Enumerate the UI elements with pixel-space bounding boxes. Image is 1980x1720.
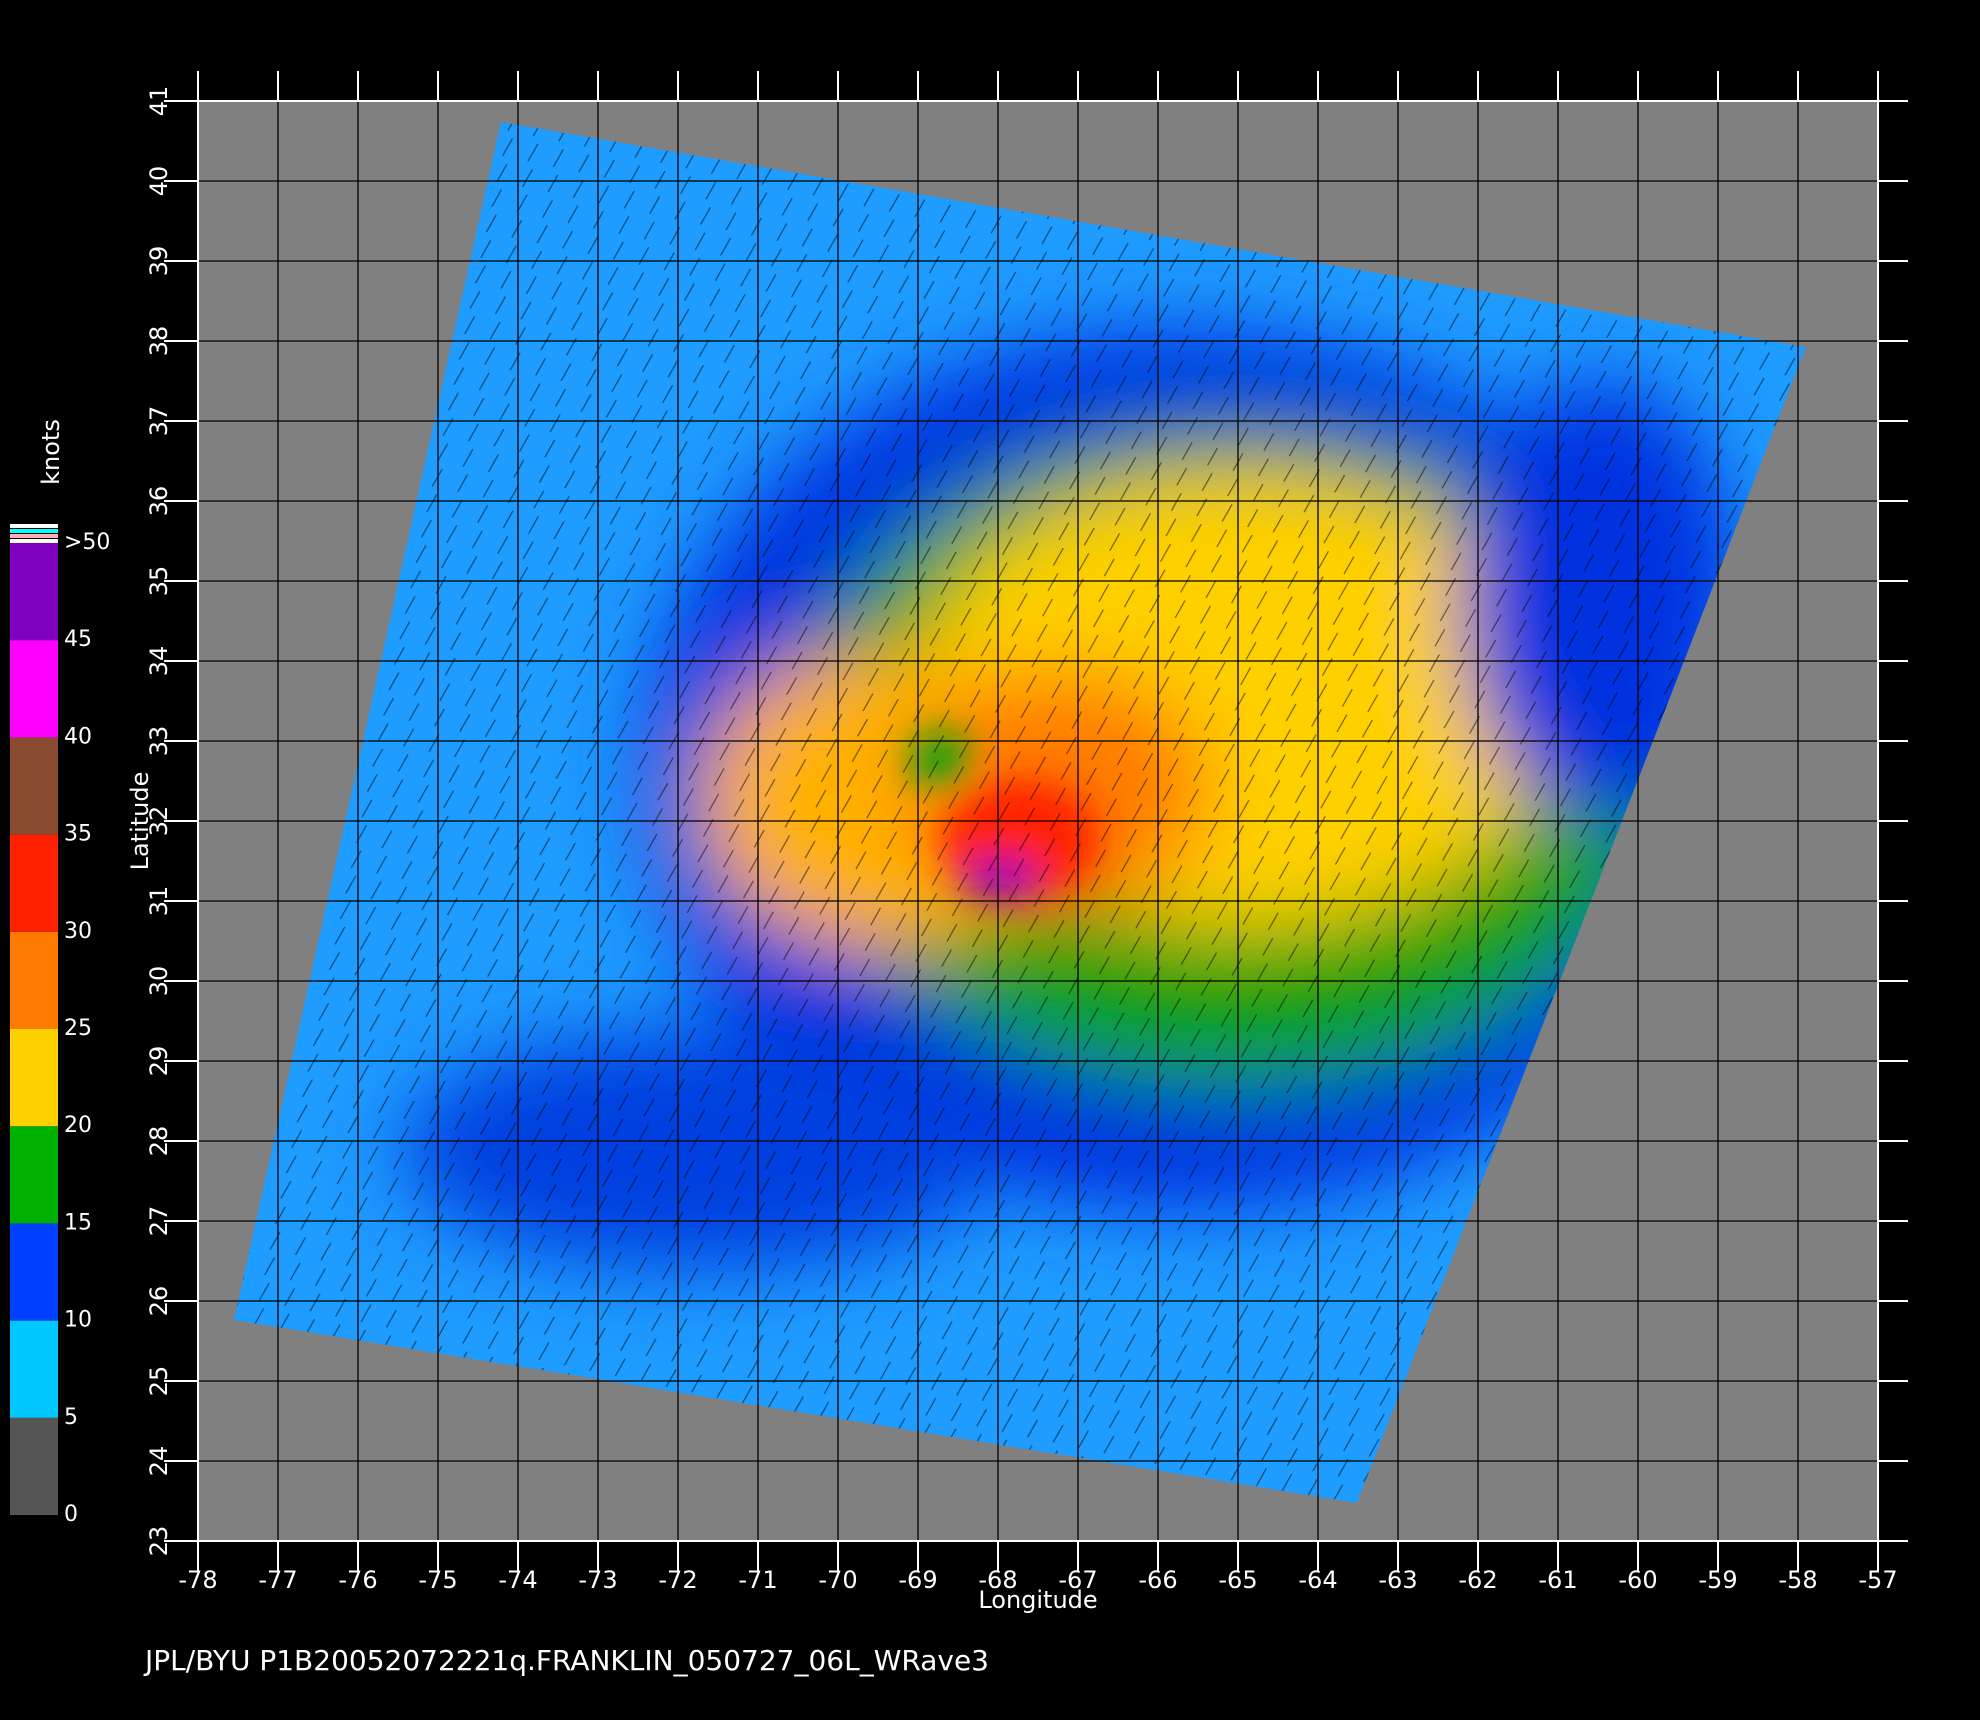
y-axis-label: Latitude [126,772,154,871]
y-tick-label: 40 [145,166,173,197]
x-tick-label: -69 [898,1566,937,1594]
colorbar-tick-label: 15 [64,1210,92,1235]
x-tick-label: -73 [578,1566,617,1594]
colorbar-tick-label: 45 [64,627,92,652]
colorbar-tick-label: 40 [64,724,92,749]
y-tick-label: 37 [145,406,173,437]
colorbar-band [10,543,58,641]
colorbar-tick-label: 10 [64,1308,92,1333]
colorbar-band [10,1320,58,1418]
colorbar-band [10,640,58,738]
y-tick-label: 34 [145,646,173,677]
y-tick-label: 28 [145,1126,173,1157]
y-tick-label: 29 [145,1046,173,1077]
x-tick-label: -68 [978,1566,1017,1594]
colorbar-cap [10,539,58,543]
x-tick-label: -63 [1378,1566,1417,1594]
colorbar-tick-label: 20 [64,1113,92,1138]
x-tick-label: -59 [1698,1566,1737,1594]
y-tick-label: 31 [145,886,173,917]
colorbar-tick-label: >50 [64,530,110,555]
x-tick-label: -66 [1138,1566,1177,1594]
x-tick-label: -62 [1458,1566,1497,1594]
y-tick-label: 39 [145,246,173,277]
x-tick-label: -72 [658,1566,697,1594]
x-tick-label: -70 [818,1566,857,1594]
footer: JPL/BYU P1B20052072221q.FRANKLIN_050727_… [143,1644,989,1677]
y-tick-label: 36 [145,486,173,517]
x-tick-label: -71 [738,1566,777,1594]
y-tick-label: 23 [145,1526,173,1557]
colorbar-band [10,834,58,932]
colorbar-cap [10,524,58,528]
x-tick-label: -64 [1298,1566,1337,1594]
y-tick-label: 26 [145,1286,173,1317]
colorbar-tick-label: 5 [64,1405,78,1430]
x-tick-label: -61 [1538,1566,1577,1594]
x-tick-label: -74 [498,1566,537,1594]
colorbar-band [10,1223,58,1321]
colorbar-band [10,931,58,1029]
colorbar-band [10,1417,58,1515]
y-tick-label: 25 [145,1366,173,1397]
x-tick-label: -77 [258,1566,297,1594]
x-tick-label: -65 [1218,1566,1257,1594]
y-tick-label: 35 [145,566,173,597]
colorbar-band [10,1126,58,1224]
colorbar-band [10,737,58,835]
colorbar-tick-label: 30 [64,919,92,944]
y-tick-label: 27 [145,1206,173,1237]
colorbar-band [10,1029,58,1127]
colorbar-tick-label: 0 [64,1502,78,1527]
y-tick-label: 38 [145,326,173,357]
x-tick-label: -75 [418,1566,457,1594]
x-tick-label: -60 [1618,1566,1657,1594]
x-axis-label: Longitude [978,1586,1097,1614]
x-tick-label: -67 [1058,1566,1097,1594]
colorbar-cap [10,534,58,538]
colorbar-tick-label: 35 [64,822,92,847]
colorbar-label: knots [37,419,65,485]
x-tick-label: -58 [1778,1566,1817,1594]
y-tick-label: 41 [145,86,173,117]
x-tick-label: -76 [338,1566,377,1594]
y-tick-label: 33 [145,726,173,757]
y-tick-label: 24 [145,1446,173,1477]
y-tick-label: 30 [145,966,173,997]
colorbar-cap [10,529,58,533]
y-tick-label: 32 [145,806,173,837]
colorbar-tick-label: 25 [64,1016,92,1041]
